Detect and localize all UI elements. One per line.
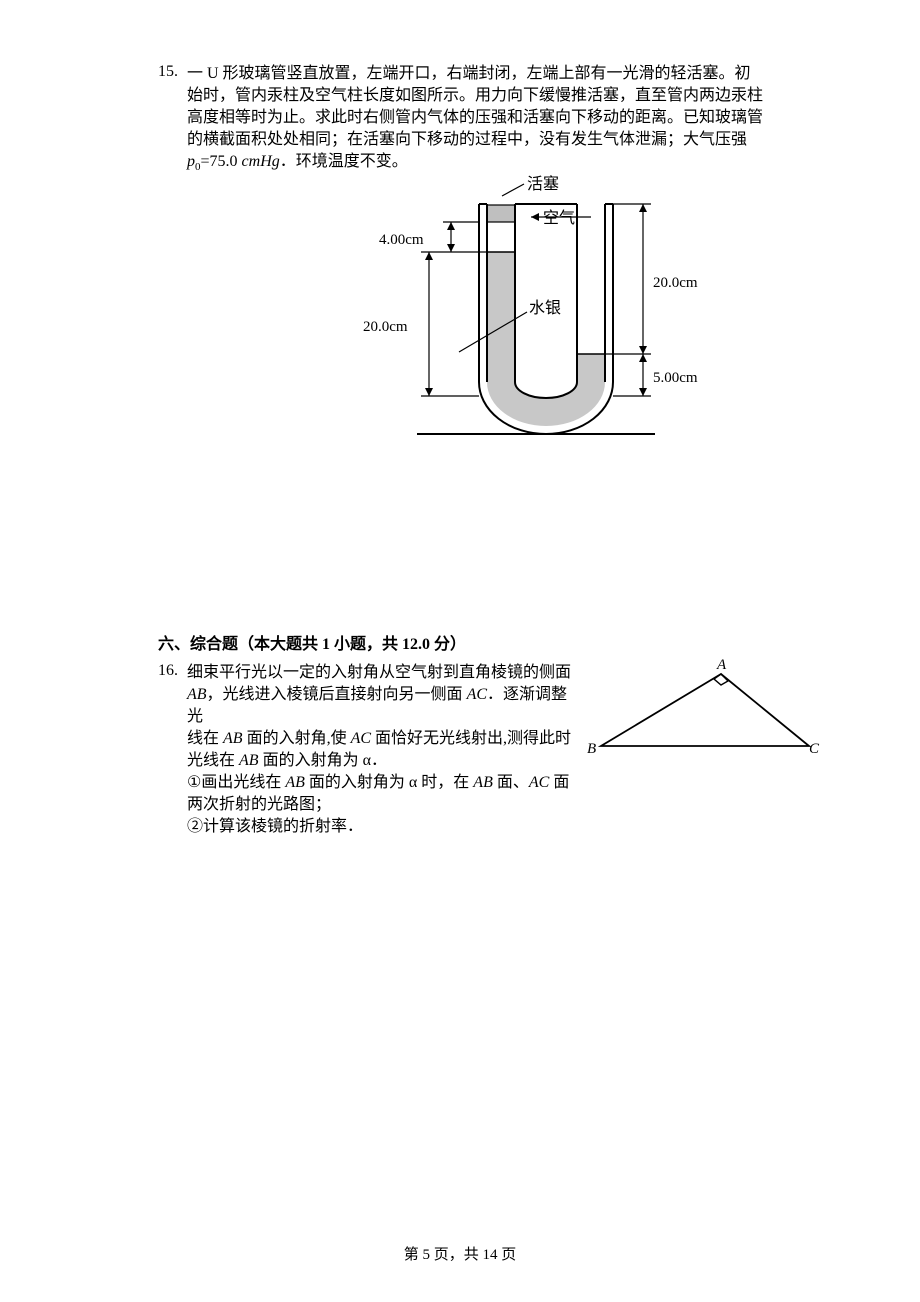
u-tube-svg — [359, 182, 677, 440]
sec6-prefix: 六、综合题（本大题共 — [158, 636, 322, 653]
p16-text-col: 细束平行光以一定的入射角从空气射到直角棱镜的侧面 AB，光线进入棱镜后直接射向另… — [187, 662, 577, 838]
label-20l: 20.0cm — [363, 316, 408, 338]
p16-l1: 细束平行光以一定的入射角从空气射到直角棱镜的侧面 — [187, 664, 571, 681]
p16-ac3: AC — [529, 774, 549, 791]
figure-prism: A B C — [587, 658, 819, 768]
figure-u-tube: 活塞 空气 水银 4.00cm 20.0cm 20.0cm 5.00cm — [359, 182, 677, 440]
problem-16-number: 16. — [158, 662, 178, 680]
label-piston: 活塞 — [527, 174, 559, 196]
problem-15-body: 一 U 形玻璃管竖直放置，左端开口，右端封闭，左端上部有一光滑的轻活塞。初 始时… — [187, 63, 815, 442]
problem-16-body: 细束平行光以一定的入射角从空气射到直角棱镜的侧面 AB，光线进入棱镜后直接射向另… — [187, 662, 815, 838]
p15-line: 始时，管内汞柱及空气柱长度如图所示。用力向下缓慢推活塞，直至管内两边汞柱 — [187, 87, 763, 104]
label-air: 空气 — [543, 208, 575, 230]
document-page: 15. 一 U 形玻璃管竖直放置，左端开口，右端封闭，左端上部有一光滑的轻活塞。… — [0, 0, 920, 1302]
p16-l6: 两次折射的光路图； — [187, 796, 331, 813]
p15-p0-var: p — [187, 153, 195, 170]
m-4-arrow-up — [447, 222, 455, 230]
label-B: B — [587, 738, 596, 760]
p16-l3c: 面的入射角,使 — [243, 730, 351, 747]
m-20r-arrow-up — [639, 204, 647, 212]
label-mercury: 水银 — [529, 298, 561, 320]
p16-ac2: AC — [351, 730, 371, 747]
p16-l4c: 面的入射角为 α． — [259, 752, 387, 769]
sec6-count: 1 — [322, 636, 330, 653]
p16-l3e: 面恰好无光线射出,测得此时 — [371, 730, 571, 747]
footer-total: 14 — [483, 1247, 498, 1263]
p16-ab5: AB — [473, 774, 493, 791]
p16-l5c: 面的入射角为 α 时，在 — [305, 774, 473, 791]
problem-15: 15. 一 U 形玻璃管竖直放置，左端开口，右端封闭，左端上部有一光滑的轻活塞。… — [105, 63, 815, 442]
p16-l5g: 面 — [549, 774, 569, 791]
p16-l5e: 面、 — [493, 774, 529, 791]
figure-u-tube-wrap: 活塞 空气 水银 4.00cm 20.0cm 20.0cm 5.00cm — [187, 182, 815, 442]
p16-ab4: AB — [285, 774, 305, 791]
p15-line: 的横截面积处处相同；在活塞向下移动的过程中，没有发生气体泄漏；大气压强 — [187, 131, 747, 148]
arrow-air — [531, 213, 539, 221]
p16-ab: AB — [187, 686, 207, 703]
prism-triangle — [601, 674, 809, 746]
label-A: A — [717, 654, 726, 676]
label-20r: 20.0cm — [653, 272, 698, 294]
p16-ab3: AB — [239, 752, 259, 769]
footer-page-num: 5 — [422, 1247, 430, 1263]
sec6-suffix: 分） — [430, 636, 466, 653]
p16-l3a: 线在 — [187, 730, 223, 747]
p16-ac: AC — [467, 686, 487, 703]
piston-rect — [487, 205, 515, 222]
footer-suffix: 页 — [498, 1247, 517, 1263]
m-5-arrow-dn — [639, 388, 647, 396]
p15-line: 一 U 形玻璃管竖直放置，左端开口，右端封闭，左端上部有一光滑的轻活塞。初 — [187, 65, 751, 82]
footer-mid: 页，共 — [430, 1247, 483, 1263]
p15-line5-mid: =75.0 — [201, 153, 242, 170]
mercury-fill — [487, 252, 605, 426]
m-4-arrow-dn — [447, 244, 455, 252]
p16-l4a: 光线在 — [187, 752, 239, 769]
sec6-mid: 小题，共 — [330, 636, 402, 653]
label-C: C — [809, 738, 819, 760]
m-20l-arrow-dn — [425, 388, 433, 396]
p16-ab2: AB — [223, 730, 243, 747]
p15-unit: cmHg — [242, 153, 280, 170]
p16-l5a: ①画出光线在 — [187, 774, 285, 791]
leader-piston — [502, 184, 524, 196]
m-5-arrow-up — [639, 354, 647, 362]
p15-line5-suffix: ．环境温度不变。 — [280, 153, 408, 170]
page-footer: 第 5 页，共 14 页 — [0, 1243, 920, 1264]
problem-15-number: 15. — [158, 63, 178, 81]
sec6-points: 12.0 — [402, 636, 430, 653]
footer-prefix: 第 — [404, 1247, 423, 1263]
problem-16: 16. 细束平行光以一定的入射角从空气射到直角棱镜的侧面 AB，光线进入棱镜后直… — [105, 662, 815, 838]
label-4cm: 4.00cm — [379, 229, 424, 251]
section-6-header: 六、综合题（本大题共 1 小题，共 12.0 分） — [158, 630, 815, 654]
prism-svg — [587, 658, 819, 768]
p15-line: 高度相等时为止。求此时右侧管内气体的压强和活塞向下移动的距离。已知玻璃管 — [187, 109, 763, 126]
p16-l7: ②计算该棱镜的折射率． — [187, 818, 363, 835]
m-20l-arrow-up — [425, 252, 433, 260]
m-20r-arrow-dn — [639, 346, 647, 354]
label-5cm: 5.00cm — [653, 367, 698, 389]
p16-l2b: ，光线进入棱镜后直接射向另一侧面 — [207, 686, 467, 703]
